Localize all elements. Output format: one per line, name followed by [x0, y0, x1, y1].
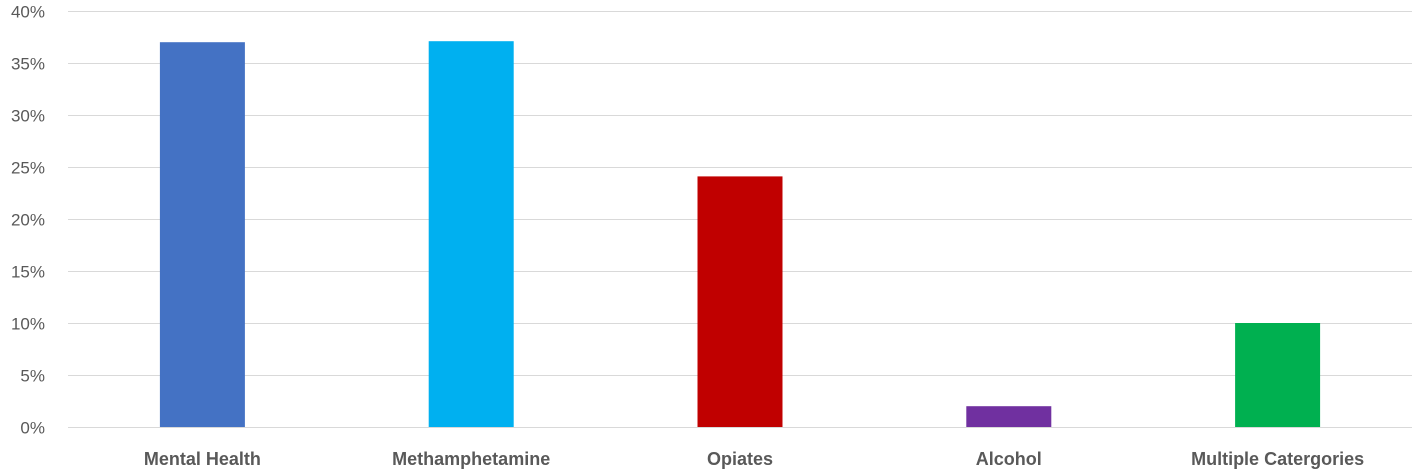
x-axis-category-labels: Mental Health Methamphetamine Opiates Alcoh…: [144, 449, 1364, 469]
bar-mental-health: [159, 42, 245, 427]
x-category-label: Methamphetamine: [392, 449, 550, 469]
y-tick-label: 15%: [11, 263, 45, 282]
bar-multiple-catergories: [1235, 323, 1321, 427]
y-tick-label: 20%: [11, 211, 45, 230]
y-tick-label: 40%: [11, 3, 45, 22]
bar-alcohol: [966, 406, 1052, 427]
y-axis-tick-labels: 0% 5% 10% 15% 20% 25% 30% 35% 40%: [11, 3, 45, 438]
x-category-label: Alcohol: [976, 449, 1042, 469]
bar-opiates: [697, 176, 783, 427]
y-tick-label: 0%: [20, 419, 45, 438]
x-category-label: Opiates: [707, 449, 773, 469]
x-category-label: Multiple Catergories: [1191, 449, 1364, 469]
y-tick-label: 5%: [20, 367, 45, 386]
x-category-label: Mental Health: [144, 449, 261, 469]
bar-methamphetamine: [428, 41, 514, 427]
bars: [159, 41, 1321, 427]
y-tick-label: 10%: [11, 315, 45, 334]
y-tick-label: 35%: [11, 55, 45, 74]
y-tick-label: 25%: [11, 159, 45, 178]
y-tick-label: 30%: [11, 107, 45, 126]
